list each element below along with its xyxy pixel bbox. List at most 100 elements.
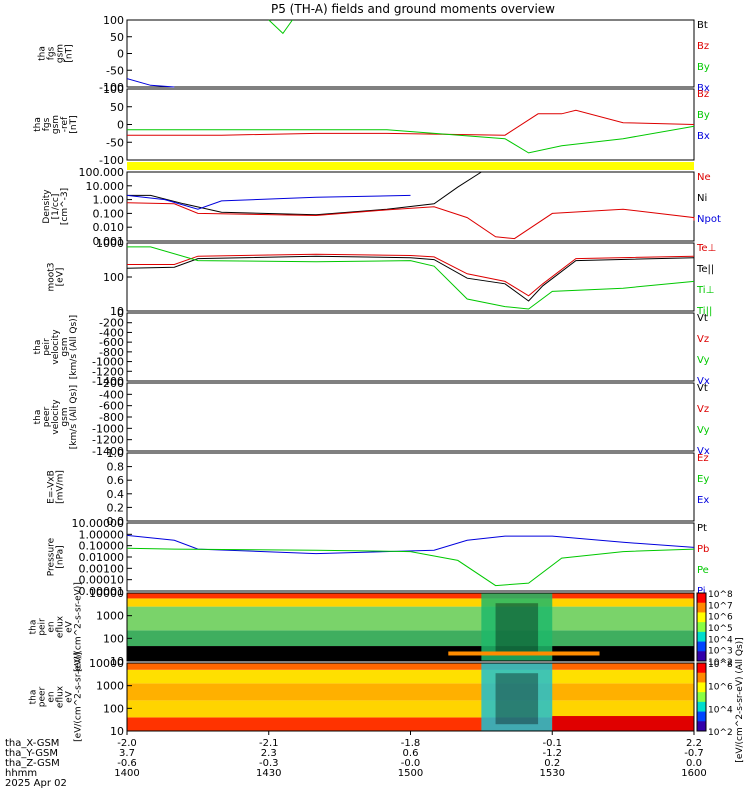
colorbar-segment [697,612,706,623]
ytick-label: 50 [110,31,124,44]
xaxis-row-label: tha_Z-GSM [5,758,60,769]
ylabel-line: tha [29,620,39,635]
ytick-label: 100 [103,14,124,27]
spectro-region [481,593,553,661]
ylabel-line: [km/s (All Qs)] [69,315,79,379]
ylabel-line: tha [33,340,43,355]
legend-Pb: Pb [697,544,709,555]
ylabel-line: -ref [60,116,70,132]
legend-Ti⊥: Ti⊥ [696,285,714,296]
xaxis-value: -1.8 [401,738,421,749]
ylabel-line: [eV/(cm^2-s-sr-eV)] [74,652,84,742]
series-Bx [126,78,175,88]
ytick-label: 0.100 [93,207,125,220]
xaxis-value: -0.0 [401,758,421,769]
ylabel-9: tha peir en eflux eV [eV/(cm^2-s-sr-eV)] [29,582,84,672]
xaxis-value: 1600 [681,768,706,779]
colorbar-segment [697,641,706,652]
ytick-label: -800 [99,346,124,359]
ytick-label: -100 [99,154,124,167]
colorbar-segment [697,593,706,604]
legend-Pt: Pt [697,523,707,534]
spectro-band [127,669,694,684]
ytick-label: 0.8 [107,461,125,474]
ytick-label: 0.10000 [79,540,125,553]
ylabel-line: eflux [56,615,66,638]
ylabel-line: eflux [56,685,66,708]
ylabel-line: [nPa] [56,545,66,568]
ylabel-line: Pressure [47,537,57,576]
series-Te|| [126,255,695,302]
ylabel-line: velocity [51,329,61,365]
ytick-label: -600 [99,400,124,413]
ytick-label: 1000 [96,610,124,623]
xaxis-value: -2.1 [259,738,279,749]
xaxis-value: 1430 [256,768,281,779]
ylabel-line: tha [33,117,43,132]
series-By [127,125,695,154]
ytick-label: -100 [99,81,124,94]
legend-Bz: Bz [697,41,709,52]
colorbar-segment [697,672,706,683]
colorbar-segment [697,682,706,693]
colorbar-tick: 10^8 [708,660,733,670]
xaxis-value: 0.0 [686,758,702,769]
ylabel-8: Pressure [nPa] [47,537,66,576]
ylabel-line: [eV/(cm^2-s-sr-eV)] [74,582,84,672]
legend-By: By [697,62,710,73]
xaxis-row-label: 2025 Apr 02 [5,778,67,789]
ytick-label: 100.000 [79,166,125,179]
ytick-label: 100 [103,271,124,284]
colorbar-frame [696,662,707,732]
ytick-label: 1.000 [93,194,125,207]
legend-Vt: Vt [697,313,708,324]
ytick-label: 0.010 [93,221,125,234]
colorbar-segment [697,663,706,674]
ylabel-line: [eV] [56,268,66,287]
ytick-label: 1.00000 [79,528,125,541]
ytick-label: -200 [99,377,124,390]
series-Ne [126,202,695,240]
ylabel-line: en [47,691,57,702]
ylabel-4: moot3 [eV] [47,262,66,291]
colorbar-tick: 10^2 [708,728,733,738]
ylabel-2: tha fgs gsm -ref [nT] [33,115,79,134]
ytick-label: 10 [110,305,124,318]
legend-Te⊥: Te⊥ [696,243,716,254]
ylabel-line: tha [33,410,43,425]
xaxis-value: -0.6 [117,758,137,769]
ytick-label: 10 [110,725,124,738]
ytick-label: 0.01000 [79,551,125,564]
spectro-band [127,700,694,718]
xaxis-value: 2.3 [261,748,277,759]
spectro-noise [495,673,539,725]
colorbar-segment [697,692,706,703]
legend-Pi: Pi [697,586,706,597]
ytick-label: 1000 [96,680,124,693]
legend-Npot: Npot [697,214,721,225]
xaxis-value: 3.7 [119,748,135,759]
legend-Vz: Vz [697,404,709,415]
ytick-label: -400 [99,388,124,401]
colorbar-segment [697,711,706,722]
panel-frame-5 [126,312,695,382]
panel-frame-4 [126,242,695,312]
xaxis-value: 1530 [540,768,565,779]
colorbar-tick: 10^6 [708,683,733,693]
legend-By: By [697,110,710,121]
legend-Ey: Ey [697,474,709,485]
ylabel-5: tha peir velocity gsm [km/s (All Qs)] [33,315,79,379]
ylabel-1: tha fgs gsm [nT] [38,44,75,63]
xaxis-row-label: hhmm [5,768,37,779]
legend-Vx: Vx [697,446,710,457]
spectro-red-band [552,716,694,731]
xaxis-row-label: tha_X-GSM [5,738,59,749]
legend-Bt: Bt [697,20,708,31]
series-Ti⊥ [127,246,695,310]
ytick-label: 10.000 [86,180,125,193]
colorbar-tick: 10^8 [708,590,733,600]
colorbar-segment [697,701,706,713]
ytick-label: 0.4 [107,488,125,501]
colorbar-tick: 10^7 [708,601,733,611]
ylabel-line: E=-VxB [47,470,57,504]
